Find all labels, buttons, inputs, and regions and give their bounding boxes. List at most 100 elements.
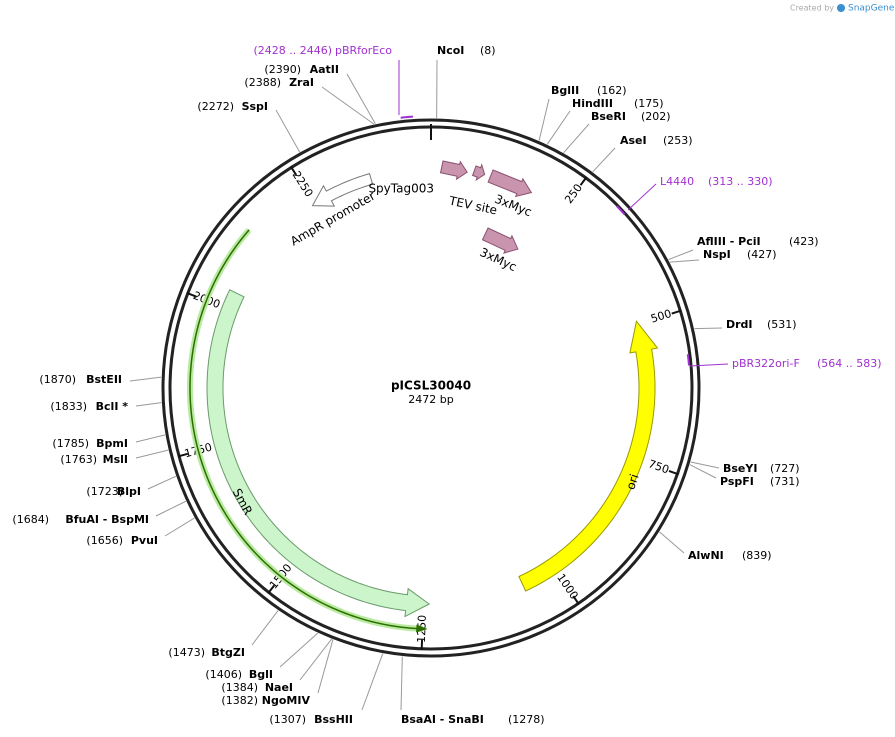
plasmid-name: pICSL30040 [391, 379, 471, 393]
site-position: (2390) [264, 63, 301, 76]
site-leader [361, 653, 384, 711]
site-position: (1473) [168, 646, 205, 659]
site-position: (1278) [508, 713, 545, 726]
site-name: SspI [242, 100, 268, 113]
ring-tick-label: 2250 [290, 169, 316, 200]
site-position: (1870) [39, 373, 76, 386]
site-leader [659, 531, 685, 554]
smr-line-head [416, 624, 428, 633]
site-position: (1384) [221, 681, 258, 694]
ring-tick [671, 309, 682, 315]
site-leader [299, 638, 333, 681]
created-by: Created by [790, 4, 834, 13]
site-leader [668, 249, 694, 261]
site-leader [690, 461, 720, 469]
site-position: (1785) [52, 437, 89, 450]
smr-line [189, 229, 423, 630]
site-leader [694, 327, 723, 330]
site-leader [147, 475, 177, 490]
site-leader [563, 123, 590, 154]
site-name: BlpI [117, 485, 141, 498]
site-position: (731) [770, 475, 800, 488]
site-leader [592, 147, 616, 173]
ring-tick [579, 176, 588, 186]
primer-leader [689, 363, 729, 367]
site-position: (1382) [221, 694, 258, 707]
ring-tick-label: 750 [647, 457, 671, 476]
site-leader [546, 110, 571, 145]
site-position: (162) [597, 84, 627, 97]
site-name: AlwNI [688, 549, 724, 562]
site-name: BpmI [96, 437, 128, 450]
site-position: (8) [480, 44, 496, 57]
primer-range: (313 .. 330) [708, 175, 773, 188]
site-position: (1656) [86, 534, 123, 547]
feature-label: TEV site [447, 193, 498, 217]
site-leader [346, 73, 376, 125]
primer-mark [400, 115, 414, 119]
site-name: PspFI [720, 475, 754, 488]
site-name: NaeI [265, 681, 293, 694]
primer-range: (2428 .. 2446) [253, 44, 332, 57]
site-name: MslI [103, 453, 128, 466]
ring-tick [572, 595, 580, 605]
site-name: AseI [620, 134, 647, 147]
site-leader [251, 610, 279, 646]
myc-arrow-1 [487, 169, 533, 198]
feature-label: SpyTag003 [368, 182, 434, 196]
primer-name: L4440 [660, 175, 694, 188]
site-name: NspI [703, 248, 731, 261]
site-leader [669, 259, 700, 263]
site-name: BglII [551, 84, 579, 97]
logo-icon [837, 4, 845, 12]
ring-tick [186, 292, 197, 298]
site-name: BseRI [591, 110, 626, 123]
site-position: (839) [742, 549, 772, 562]
site-name: NcoI [437, 44, 464, 57]
primer-leader [627, 183, 657, 211]
feature-label: 3xMyc [493, 192, 534, 220]
site-position: (531) [767, 318, 797, 331]
site-leader [400, 656, 403, 711]
spytag-arrow [439, 160, 468, 181]
site-position: (1723) [86, 485, 123, 498]
site-name: NgoMIV [262, 694, 311, 707]
site-name: ZraI [289, 76, 314, 89]
primer-mark [616, 205, 626, 216]
primer-name: pBRforEco [335, 44, 392, 57]
site-name: BclI * [96, 400, 129, 413]
ring-outer [161, 118, 701, 658]
brand: SnapGene [848, 4, 895, 14]
site-name: BsaAI - SnaBI [401, 713, 484, 726]
site-name: BfuAI - BspMI [65, 513, 149, 526]
site-position: (1833) [50, 400, 87, 413]
site-leader [135, 434, 166, 443]
ring-tick [267, 584, 276, 594]
site-leader [129, 376, 162, 382]
site-name: BseYI [723, 462, 757, 475]
ring-tick [177, 452, 189, 458]
ampr-promoter-arrow [311, 173, 374, 207]
site-leader [321, 86, 375, 125]
site-name: PvuI [131, 534, 158, 547]
site-name: AflIII - PciI [697, 235, 761, 248]
site-name: BstEII [86, 373, 122, 386]
site-leader [689, 464, 717, 479]
site-name: DrdI [726, 318, 753, 331]
site-name: BssHII [314, 713, 353, 726]
myc-arrow-2 [481, 227, 519, 254]
primer-name: pBR322ori-F [732, 357, 800, 370]
plasmid-size: 2472 bp [408, 393, 453, 406]
site-name: AatII [310, 63, 339, 76]
site-leader [275, 109, 301, 153]
site-leader [279, 632, 319, 668]
feature-label: SmR [230, 486, 255, 517]
tev-arrow [471, 163, 486, 182]
ori-arrow [518, 320, 659, 592]
site-position: (1307) [269, 713, 306, 726]
site-position: (727) [770, 462, 800, 475]
smr-arrow [206, 289, 431, 618]
site-position: (202) [641, 110, 671, 123]
site-leader [538, 98, 550, 141]
